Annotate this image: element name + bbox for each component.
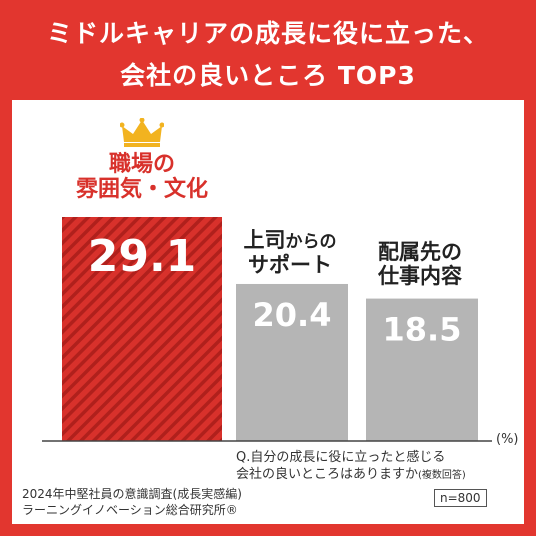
category-label-2-main: 上司 xyxy=(243,228,286,252)
crown-icon xyxy=(120,118,164,147)
bar-2 xyxy=(236,283,348,441)
question-line-2: 会社の良いところはありますか xyxy=(236,466,419,482)
sample-size-badge: n=800 xyxy=(434,489,487,507)
source-credit: 2024年中堅社員の意識調査(成長実感編) ラーニングイノベーション総合研究所® xyxy=(22,486,242,518)
source-line-1: 2024年中堅社員の意識調査(成長実感編) xyxy=(22,487,242,501)
value-label-1: 29.1 xyxy=(88,231,197,282)
title-line-2: 会社の良いところ TOP3 xyxy=(120,61,416,90)
question-note: (複数回答) xyxy=(418,469,466,481)
chart-panel: 29.1 20.4 18.5 職場の 雰囲気・文化 上司からの サポート 配属先の … xyxy=(12,100,524,524)
category-label-3-line1: 配属先の xyxy=(378,240,462,264)
bar-3 xyxy=(366,298,478,441)
category-label-3-line2: 仕事内容 xyxy=(378,264,462,289)
bar-1 xyxy=(62,217,222,441)
header: ミドルキャリアの成長に役に立った、 会社の良いところ TOP3 xyxy=(0,0,536,100)
survey-question: Q.自分の成長に役に立ったと感じる 会社の良いところはありますか(複数回答) xyxy=(236,450,466,484)
category-label-1: 職場の 雰囲気・文化 xyxy=(62,152,222,203)
question-line-1: Q.自分の成長に役に立ったと感じる xyxy=(236,450,446,465)
source-line-2: ラーニングイノベーション総合研究所® xyxy=(22,503,238,518)
category-label-2-line2: サポート xyxy=(248,252,332,277)
category-label-2-small: からの xyxy=(285,232,337,252)
unit-label: (%) xyxy=(496,432,519,447)
value-label-2: 20.4 xyxy=(253,296,332,334)
category-label-1-line1: 職場の xyxy=(108,152,175,177)
category-label-2: 上司からの サポート xyxy=(230,228,350,277)
category-label-1-line2: 雰囲気・文化 xyxy=(75,177,208,203)
category-label-3: 配属先の 仕事内容 xyxy=(360,240,480,288)
value-label-3: 18.5 xyxy=(383,311,462,349)
bar-chart: 29.1 20.4 18.5 xyxy=(42,217,492,442)
title-line-1: ミドルキャリアの成長に役に立った、 xyxy=(46,19,489,48)
